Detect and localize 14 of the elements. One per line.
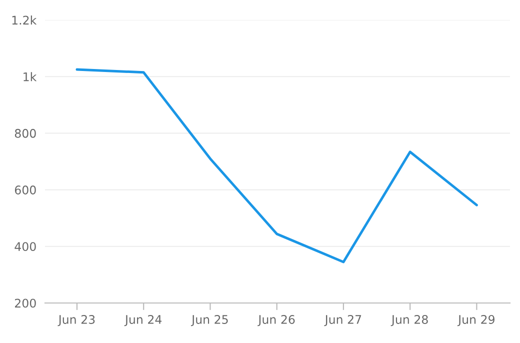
x-tick-label: Jun 23: [58, 315, 95, 326]
y-tick-label: 1k: [24, 72, 37, 82]
x-tick-label: Jun 28: [390, 315, 428, 326]
y-tick-label: 200: [15, 298, 36, 308]
x-tick-label: Jun 25: [190, 315, 228, 326]
x-tick-label: Jun 27: [324, 315, 362, 326]
x-tick-label: Jun 26: [258, 315, 295, 326]
y-tick-label: 400: [14, 242, 36, 252]
y-tick-label: 800: [14, 128, 36, 138]
y-tick-label: 600: [14, 186, 36, 194]
y-tick-label: 1.2k: [12, 16, 37, 24]
x-tick-label: Jun 29: [457, 315, 494, 326]
x-tick-label: Jun 24: [124, 315, 162, 326]
line-series: [76, 68, 478, 264]
